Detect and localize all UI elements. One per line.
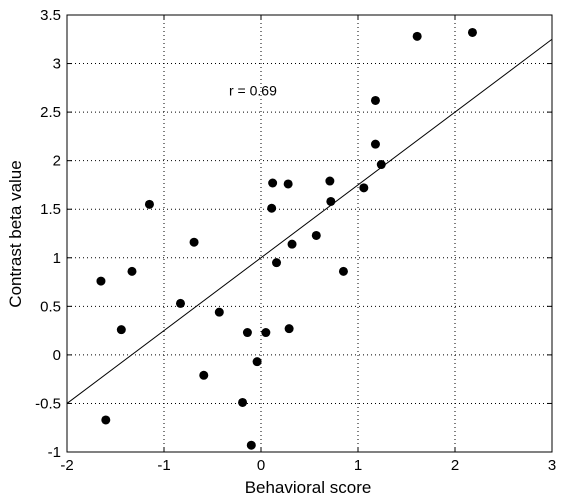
y-tick-label: -0.5: [35, 395, 61, 412]
data-point: [272, 258, 282, 268]
y-axis-ticks: -1 -0.5 0 0.5 1 1.5 2 2.5 3 3.5: [35, 7, 552, 461]
data-point: [144, 199, 154, 209]
data-point: [325, 176, 335, 186]
data-points: [96, 27, 477, 450]
data-point: [252, 357, 262, 367]
y-tick-label: 1: [53, 250, 61, 267]
data-point: [96, 276, 106, 286]
data-point: [370, 139, 380, 149]
x-tick-label: 1: [354, 457, 362, 474]
data-point: [311, 230, 321, 240]
data-point: [359, 183, 369, 193]
data-point: [412, 31, 422, 41]
y-tick-label: 2.5: [40, 104, 61, 121]
data-point: [189, 237, 199, 247]
data-point: [101, 415, 111, 425]
regression-line: [66, 38, 553, 404]
data-point: [287, 239, 297, 249]
data-point: [214, 307, 224, 317]
x-axis-label: Behavioral score: [245, 478, 372, 497]
data-point: [284, 324, 294, 334]
x-axis-ticks: -2 -1 0 1 2 3: [60, 15, 556, 474]
x-tick-label: 2: [451, 457, 459, 474]
data-point: [242, 328, 252, 338]
data-point: [467, 27, 477, 37]
x-tick-label: 3: [548, 457, 556, 474]
y-axis-label: Contrast beta value: [6, 160, 25, 307]
x-tick-label: 0: [257, 457, 265, 474]
data-point: [246, 440, 256, 450]
y-tick-label: 3.5: [40, 7, 61, 24]
data-point: [268, 178, 278, 188]
data-point: [376, 160, 386, 170]
x-tick-label: -2: [60, 457, 73, 474]
grid-lines: [67, 15, 552, 452]
y-tick-label: 3: [53, 56, 61, 73]
data-point: [283, 179, 293, 189]
data-point: [238, 397, 248, 407]
correlation-annotation: r = 0.69: [229, 83, 277, 99]
data-point: [261, 328, 271, 338]
y-tick-label: -1: [48, 444, 61, 461]
data-point: [116, 325, 126, 335]
data-point: [267, 203, 277, 213]
annotations: r = 0.69: [229, 83, 277, 99]
data-point: [127, 266, 137, 276]
data-point: [370, 95, 380, 105]
y-tick-label: 0: [53, 347, 61, 364]
data-point: [326, 196, 336, 206]
y-tick-label: 2: [53, 153, 61, 170]
y-tick-label: 0.5: [40, 298, 61, 315]
data-point: [338, 266, 348, 276]
y-tick-label: 1.5: [40, 201, 61, 218]
plot-frame: [66, 14, 553, 453]
data-point: [199, 370, 209, 380]
x-tick-label: -1: [157, 457, 170, 474]
data-point: [175, 298, 185, 308]
